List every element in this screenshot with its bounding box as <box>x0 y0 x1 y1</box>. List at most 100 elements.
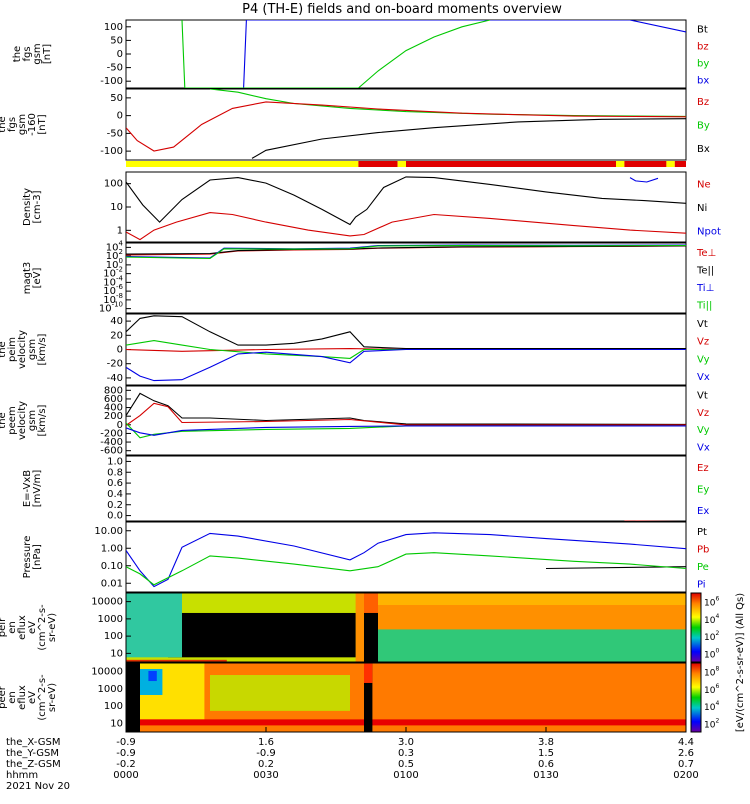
legend-entry: Ti⊥ <box>696 283 714 294</box>
series-group <box>181 20 686 88</box>
ytick-label: 10 <box>110 202 123 213</box>
panel-frame <box>125 521 687 593</box>
legend-entry: bx <box>697 76 709 87</box>
mode-bar-segment <box>674 161 686 167</box>
ylabel: thepeerenefluxeV(cm^2-s-sr-eV) <box>0 674 58 721</box>
ytick-label: -100 <box>100 146 123 157</box>
ytick-label: 0 <box>117 420 123 431</box>
panel-density: 100 10 1 Density[cm-3] Ne Ni Npot <box>22 171 721 243</box>
ytick-label: 1 <box>117 225 123 236</box>
ytick-label: 100 <box>104 179 123 190</box>
legend-entry: Ne <box>697 180 711 191</box>
panel-frame <box>125 171 687 243</box>
spec-region-nodata <box>168 612 356 658</box>
legend-entry: Bz <box>697 97 709 108</box>
colorbar-tick: 104 <box>704 700 719 713</box>
ylabel: magt3[eV] <box>22 262 43 295</box>
ytick-label: 10 <box>110 718 123 729</box>
footer-value: 0100 <box>393 770 418 781</box>
legend-entry: Pi <box>697 579 706 590</box>
footer-row-label: the_X-GSM <box>6 737 60 748</box>
ytick-label: 0.01 <box>101 578 123 589</box>
footer-row-label: hhmm <box>6 770 38 781</box>
spec-region-cyan <box>126 593 182 658</box>
ytick-label: 1000 <box>98 684 123 695</box>
panel-ion-vel: 40 20 0 -20 -40 thepeimvelocitygsm[km/s] Vt Vz V… <box>0 313 710 386</box>
ylabel: thefgsgsm[nT] <box>12 43 53 64</box>
legend-entry: Vz <box>697 337 709 348</box>
legend-entry: Vt <box>697 391 708 402</box>
ytick-label: 0.0 <box>107 511 123 522</box>
legend-entry: Pt <box>697 527 707 538</box>
legend-entry: Te|| <box>696 265 714 276</box>
colorbar-2: 108 106 104 102 <box>690 662 719 733</box>
ytick-label: 10000 <box>91 597 123 608</box>
panel-pressure: 10.00 1.00 0.10 0.01 Pressure[nPa] Pt Pb Pe Pi <box>22 521 709 593</box>
legend-entry: Vt <box>697 319 708 330</box>
mode-bar-segment <box>358 161 398 167</box>
series-line-Vx <box>126 348 686 382</box>
footer-value: 0.3 <box>398 748 414 759</box>
series-line-Vy <box>126 340 686 359</box>
series-line-Vz <box>126 402 686 426</box>
panel-ion-spec: 10000 1000 100 10 thepeirenefluxeV(cm^2-s-sr… <box>0 592 687 663</box>
footer-value: -0.9 <box>116 737 136 748</box>
series-line-Vt <box>126 392 686 425</box>
ytick-label: 100 <box>104 701 123 712</box>
colorbar-scale <box>690 592 702 663</box>
footer-value: 0030 <box>253 770 278 781</box>
footer-value: -0.9 <box>256 748 276 759</box>
footer-value: -0.2 <box>116 759 136 770</box>
ytick-label: 10 <box>110 648 123 659</box>
ylabel: thepeirenefluxeV(cm^2-s-sr-eV) <box>0 604 58 651</box>
ytick-label: 0.2 <box>107 500 123 511</box>
ytick-label: -50 <box>107 63 123 74</box>
footer-value: 1.5 <box>538 748 554 759</box>
ytick-label: -100 <box>100 76 123 87</box>
footer-value: 0.2 <box>258 759 274 770</box>
series-line-Ne <box>126 212 686 241</box>
ytick-label: -200 <box>100 428 123 439</box>
colorbar-tick: 108 <box>704 666 719 679</box>
legend-entry: By <box>697 121 710 132</box>
ytick-label: 50 <box>110 93 123 104</box>
footer-value: 3.0 <box>398 737 414 748</box>
mode-bar-segment <box>616 161 625 167</box>
ylabel: Pressure[nPa] <box>22 536 43 579</box>
spec-gap <box>364 663 373 732</box>
legend-entry: Vz <box>697 408 709 419</box>
series-line-by <box>181 20 491 88</box>
panel-frame <box>125 19 687 89</box>
spec-gap-top <box>364 663 373 683</box>
footer-row-label: the_Z-GSM <box>6 759 61 770</box>
ylabel: thepeemvelocitygsm[km/s] <box>0 401 48 440</box>
ytick-label: -600 <box>100 446 123 457</box>
spec-region-high <box>378 593 686 606</box>
spec-region-low-green <box>378 629 686 662</box>
spec-band-low <box>140 719 686 726</box>
ylabel: thefgsgsm-160[nT] <box>0 113 48 136</box>
panel-frame <box>125 455 687 522</box>
spec-gap-start <box>126 663 140 732</box>
figure-title: P4 (TH-E) fields and on-board moments ov… <box>242 2 562 17</box>
panel-efield: 1.00.80.60.40.20.0 E=-VxB[mV/m] Ez Ey Ex <box>22 455 709 522</box>
footer-row-label: the_Y-GSM <box>6 748 59 759</box>
legend-entry: Bx <box>697 144 710 155</box>
mode-bar-segment <box>666 161 675 167</box>
footer-value: 0.7 <box>678 759 694 770</box>
footer-row-label: 2021 Nov 20 <box>6 781 70 792</box>
ytick-label: 10.00 <box>94 526 123 537</box>
mode-bar-segment <box>624 161 667 167</box>
ytick-label: -20 <box>107 359 123 370</box>
panel-frame <box>125 592 687 663</box>
ytick-label: 100 <box>104 22 123 33</box>
ytick-label: 0.4 <box>107 489 123 500</box>
ytick-label: 0.8 <box>107 467 123 478</box>
footer-value: -0.9 <box>116 748 136 759</box>
ytick-label: -40 <box>107 373 123 384</box>
legend-entry: Vx <box>697 442 710 453</box>
ytick-label: 20 <box>110 330 123 341</box>
ytick-label: 400 <box>104 403 123 414</box>
